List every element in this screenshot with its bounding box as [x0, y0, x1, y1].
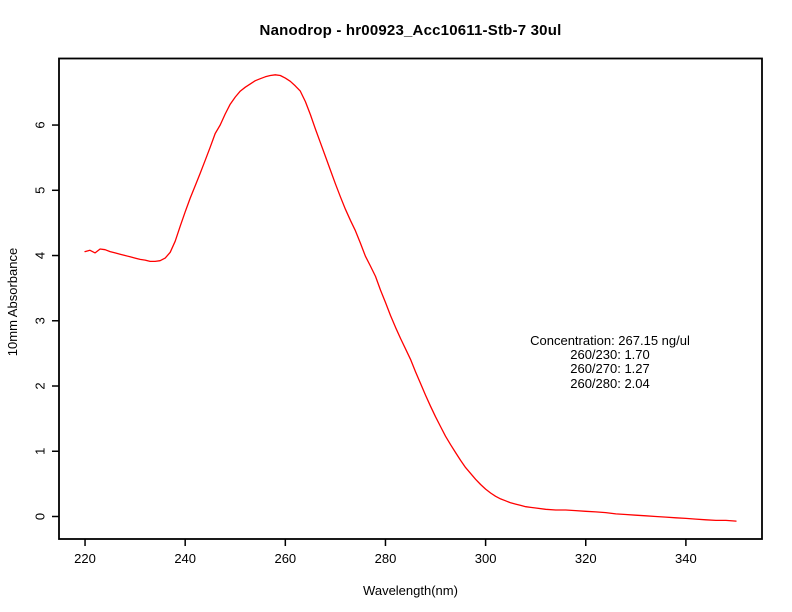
y-tick-label: 5 [33, 187, 48, 194]
plot-box [58, 57, 763, 540]
y-tick-label: 4 [33, 252, 48, 259]
y-tick-label: 2 [33, 382, 48, 389]
ratio-260-270: 260/270: 1.27 [570, 361, 650, 377]
x-tick-label: 280 [375, 551, 397, 566]
ratio-260-280: 260/280: 2.04 [570, 375, 650, 391]
x-tick-label: 260 [274, 551, 296, 566]
concentration-value: Concentration: 267.15 ng/ul [530, 333, 690, 348]
x-tick-label: 340 [675, 551, 697, 566]
chart-title: Nanodrop - hr00923_Acc10611-Stb-7 30ul [259, 22, 562, 39]
absorbance-curve [84, 74, 737, 522]
y-tick-label: 0 [33, 513, 48, 520]
x-tick-label: 300 [475, 551, 497, 566]
ratio-260-230: 260/230: 1.70 [570, 347, 650, 363]
measurement-annotation: Concentration: 267.15 ng/ul 260/230: 1.7… [480, 333, 740, 391]
y-tick-label: 1 [33, 448, 48, 455]
x-axis-label: Wavelength(nm) [363, 583, 458, 598]
y-tick-label: 6 [33, 121, 48, 128]
x-tick-label: 220 [74, 551, 96, 566]
x-tick-label: 240 [174, 551, 196, 566]
x-tick-label: 320 [575, 551, 597, 566]
y-tick-label: 3 [33, 317, 48, 324]
